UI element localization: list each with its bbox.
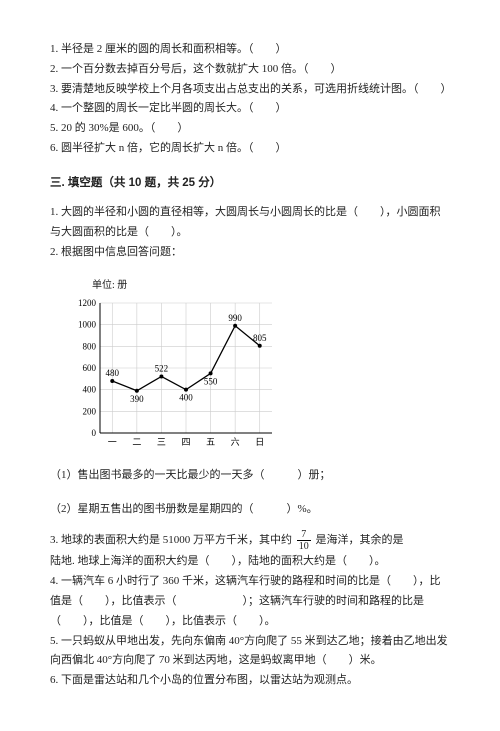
fill-q3-b: 是海洋，其余的是 [316, 534, 404, 546]
svg-text:一: 一 [108, 437, 117, 447]
fill-q3-c: 陆地. 地球上海洋的面积大约是（ ），陆地的面积大约是（ ）。 [50, 552, 450, 572]
svg-text:990: 990 [228, 313, 242, 323]
fill-q2-2: （2）星期五售出的图书册数是星期四的（ ）%。 [50, 500, 450, 520]
fill-q6: 6. 下面是雷达站和几个小岛的位置分布图，以雷达站为观测点。 [50, 671, 450, 691]
judge-q4: 4. 一个整圆的周长一定比半圆的周长大。（ ） [50, 99, 450, 119]
judge-q6: 6. 圆半径扩大 n 倍，它的周长扩大 n 倍。（ ） [50, 139, 450, 159]
svg-text:1000: 1000 [78, 320, 97, 330]
judge-q3: 3. 要清楚地反映学校上个月各项支出占总支出的关系，可选用折线统计图。（ ） [50, 80, 450, 100]
svg-text:200: 200 [83, 406, 97, 416]
svg-text:600: 600 [83, 363, 97, 373]
svg-text:四: 四 [181, 437, 190, 447]
judge-q5: 5. 20 的 30%是 600。（ ） [50, 119, 450, 139]
svg-text:522: 522 [155, 363, 169, 373]
svg-text:六: 六 [231, 436, 240, 447]
fill-q1: 1. 大圆的半径和小圆的直径相等，大圆周长与小圆周长的比是（ ），小圆面积与大圆… [50, 203, 450, 243]
svg-text:五: 五 [206, 437, 215, 447]
svg-text:三: 三 [157, 437, 166, 447]
judge-q2: 2. 一个百分数去掉百分号后，这个数就扩大 100 倍。（ ） [50, 60, 450, 80]
svg-text:日: 日 [255, 437, 264, 447]
svg-text:550: 550 [204, 376, 218, 386]
svg-text:805: 805 [253, 333, 267, 343]
line-chart: 0 200 400 600 800 1000 1200 一 二 三 四 五 六 日 480 390 522 400… [70, 297, 280, 452]
fill-q3: 3. 地球的表面积大约是 51000 万平方千米，其中约 7 10 是海洋，其余… [50, 529, 450, 552]
svg-text:390: 390 [130, 394, 144, 404]
svg-text:1200: 1200 [78, 298, 97, 308]
fill-q5: 5. 一只蚂蚁从甲地出发，先向东偏南 40°方向爬了 55 米到达乙地；接着由乙… [50, 632, 450, 672]
svg-text:0: 0 [92, 428, 97, 438]
svg-text:480: 480 [106, 368, 120, 378]
fill-q3-a: 3. 地球的表面积大约是 51000 万平方千米，其中约 [50, 534, 292, 546]
svg-text:400: 400 [83, 385, 97, 395]
fraction-numerator: 7 [297, 529, 311, 541]
fraction-denominator: 10 [297, 541, 311, 552]
fraction: 7 10 [297, 529, 311, 552]
svg-text:800: 800 [83, 341, 97, 351]
chart-unit-label: 单位: 册 [92, 277, 290, 295]
fill-q2-1: （1）售出图书最多的一天比最少的一天多（ ）册； [50, 466, 450, 486]
fill-q4: 4. 一辆汽车 6 小时行了 360 千米，这辆汽车行驶的路程和时间的比是（ ）… [50, 572, 450, 631]
section-3-title: 三. 填空题（共 10 题，共 25 分） [50, 173, 450, 194]
chart-container: 单位: 册 0 200 400 600 800 1000 1200 一 二 三 四 五 六 日 480 390… [70, 277, 290, 452]
svg-text:二: 二 [132, 437, 141, 447]
judge-q1: 1. 半径是 2 厘米的圆的周长和面积相等。（ ） [50, 40, 450, 60]
fill-q2: 2. 根据图中信息回答问题： [50, 243, 450, 263]
svg-text:400: 400 [179, 393, 193, 403]
